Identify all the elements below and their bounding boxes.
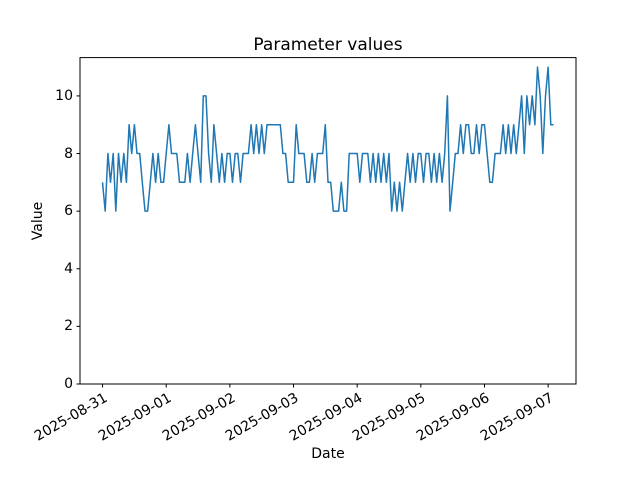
chart-title: Parameter values (253, 35, 403, 55)
y-tick-label: 6 (64, 203, 73, 220)
data-line-series (101, 66, 554, 212)
y-tick-label: 0 (64, 376, 73, 392)
y-axis-label: Value (30, 201, 46, 241)
x-axis-label: Date (311, 446, 345, 462)
y-tick-label: 10 (55, 87, 73, 104)
y-tick-label: 2 (64, 318, 73, 335)
y-tick-label: 8 (64, 145, 73, 162)
y-tick-label: 4 (64, 260, 73, 277)
axes-frame (79, 57, 577, 385)
